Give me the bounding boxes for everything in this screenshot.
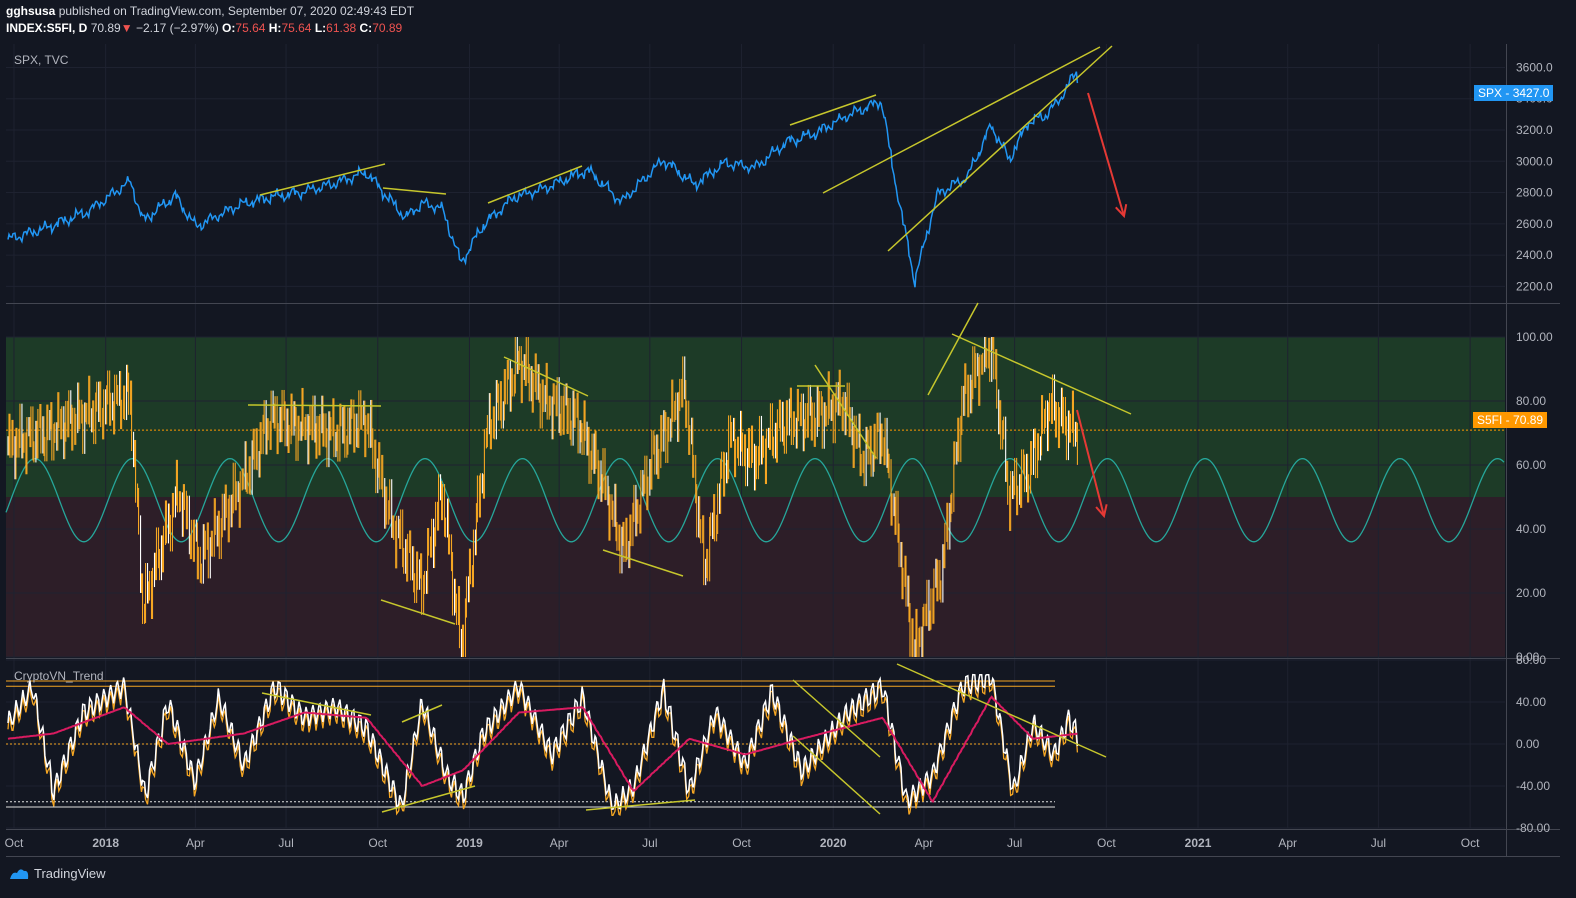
x-tick-label-14: Apr (1278, 836, 1297, 850)
author-name[interactable]: gghsusa (6, 4, 56, 18)
spx-trendline-4 (822, 46, 1101, 194)
s5fi-trendline-2 (503, 356, 589, 397)
osc-trendline-2 (381, 785, 476, 813)
low-value: 61.38 (326, 21, 357, 35)
footer-brand-text: TradingView (34, 866, 106, 881)
open-value: 75.64 (235, 21, 266, 35)
spx-y-tick-6: 2400.0 (1516, 248, 1553, 262)
zone-red-1 (6, 497, 1505, 657)
low-label: L: (314, 21, 327, 35)
x-tick-label-12: Oct (1097, 836, 1116, 850)
indicator-pane-title: CryptoVN_Trend (14, 669, 104, 683)
s5fi-trendline-7 (951, 333, 1132, 415)
osc-trendline-0 (261, 692, 372, 716)
s5fi-y-tick-5: 0.00 (1516, 650, 1540, 664)
s5fi-price-tag: S5FI - 70.89 (1473, 412, 1548, 428)
x-tick-label-2: Apr (186, 836, 205, 850)
x-tick-label-6: Apr (550, 836, 569, 850)
spx-trendline-2 (487, 165, 583, 204)
ohlc-legend: INDEX:S5FI, D 70.89▼ −2.17 (−2.97%) O:75… (6, 21, 402, 35)
s5fi-red-arrow (1076, 409, 1105, 517)
x-tick-label-9: 2020 (820, 836, 847, 850)
x-tick-label-3: Jul (278, 836, 293, 850)
s5fi-trendline-1 (380, 599, 456, 625)
spx-price-line (7, 71, 1079, 288)
osc-trendline-4 (792, 679, 881, 758)
x-tick-label-7: Jul (642, 836, 657, 850)
spx-red-arrow (1087, 92, 1125, 217)
close-label: C: (359, 21, 373, 35)
s5fi-trendline-6 (927, 302, 979, 396)
s5fi-y-tick-4: 20.00 (1516, 586, 1546, 600)
x-tick-label-0: Oct (5, 836, 24, 850)
last-price: 70.89 (90, 21, 121, 35)
spx-y-tick-5: 2600.0 (1516, 217, 1553, 231)
spx-pane-title: SPX, TVC (14, 53, 69, 67)
s5fi-trendline-0 (247, 404, 382, 407)
x-tick-label-15: Jul (1371, 836, 1386, 850)
osc-trendline-3 (585, 799, 696, 811)
osc-y-tick-2: 0.00 (1516, 737, 1540, 751)
s5fi-trendline-4 (814, 364, 877, 459)
high-label: H: (268, 21, 282, 35)
s5fi-bars-group (7, 337, 1078, 657)
s5fi-y-tick-0: 100.00 (1516, 330, 1553, 344)
high-value: 75.64 (281, 21, 312, 35)
cycle-sine-line (5, 457, 1505, 543)
s5fi-y-tick-2: 60.00 (1516, 458, 1546, 472)
publish-info: gghsusa published on TradingView.com, Se… (6, 4, 414, 18)
osc-trendline-6 (896, 663, 1107, 758)
tradingview-logo-icon (10, 868, 29, 879)
down-arrow-icon: ▼ (120, 21, 133, 35)
x-tick-label-8: Oct (732, 836, 751, 850)
spx-tag-value: 3427.0 (1512, 86, 1550, 100)
x-tick-label-5: 2019 (456, 836, 483, 850)
spx-y-tick-2: 3200.0 (1516, 123, 1553, 137)
spx-y-tick-4: 2800.0 (1516, 186, 1553, 200)
s5fi-red-arrow-head (1095, 504, 1108, 519)
spx-red-arrow-head (1115, 204, 1128, 219)
price-change: −2.17 (−2.97%) (135, 21, 219, 35)
x-tick-label-13: 2021 (1185, 836, 1212, 850)
osc-k-line (7, 673, 1079, 810)
s5fi-tag-value: 70.89 (1513, 413, 1544, 427)
osc-trendline-1 (401, 704, 443, 723)
x-tick-label-1: 2018 (92, 836, 119, 850)
s5fi-trendline-3 (602, 549, 684, 577)
published-text: published on TradingView.com, September … (58, 4, 415, 18)
x-tick-label-16: Oct (1461, 836, 1480, 850)
osc-y-tick-4: -80.00 (1516, 821, 1550, 835)
spx-tag-label: SPX (1478, 86, 1503, 100)
spx-trendline-0 (259, 163, 386, 196)
osc-y-tick-3: -40.00 (1516, 779, 1550, 793)
spx-trendline-3 (789, 94, 877, 126)
s5fi-y-tick-1: 80.00 (1516, 394, 1546, 408)
close-value: 70.89 (372, 21, 403, 35)
osc-y-tick-1: 40.00 (1516, 695, 1546, 709)
spx-price-tag: SPX - 3427.0 (1474, 85, 1554, 101)
spx-y-tick-7: 2200.0 (1516, 279, 1553, 293)
symbol-label[interactable]: INDEX:S5FI, D (6, 21, 88, 35)
s5fi-tag-label: S5FI (1477, 413, 1503, 427)
s5fi-y-tick-3: 40.00 (1516, 522, 1546, 536)
osc-trendline-5 (792, 735, 881, 815)
spx-trendline-5 (887, 45, 1113, 252)
spx-y-tick-0: 3600.0 (1516, 60, 1553, 74)
osc-y-tick-0: 80.00 (1516, 653, 1546, 667)
x-tick-label-4: Oct (368, 836, 387, 850)
x-tick-label-10: Apr (915, 836, 934, 850)
spx-y-tick-3: 3000.0 (1516, 154, 1553, 168)
x-tick-label-11: Jul (1007, 836, 1022, 850)
osc-d-line (7, 695, 1078, 804)
open-label: O: (222, 21, 236, 35)
footer-brand[interactable]: TradingView (8, 866, 106, 881)
spx-trendline-1 (382, 187, 447, 195)
